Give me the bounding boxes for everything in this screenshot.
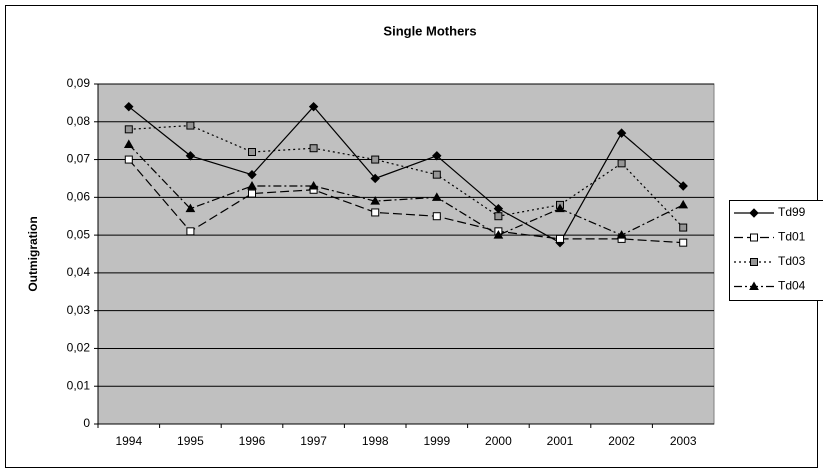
- series-line: [128, 124, 684, 228]
- x-tick-label: 2000: [485, 434, 512, 448]
- point: [247, 169, 257, 180]
- point: [309, 144, 318, 153]
- point: [555, 203, 565, 213]
- y-tick-label: 0,02: [67, 341, 91, 355]
- point: [371, 155, 380, 164]
- legend-marker: [749, 281, 759, 290]
- x-tick-label: 1997: [300, 434, 327, 448]
- point: [308, 101, 319, 112]
- point: [616, 230, 627, 239]
- point: [124, 101, 134, 112]
- point: [431, 192, 442, 201]
- point: [556, 234, 564, 243]
- x-tick-label: 1999: [423, 434, 450, 448]
- point: [432, 151, 442, 161]
- legend-label: Td01: [778, 230, 806, 244]
- chart-title: Single Mothers: [383, 23, 476, 38]
- series-line: [128, 144, 684, 236]
- point: [494, 212, 503, 221]
- y-tick-label: 0,09: [67, 76, 91, 90]
- point: [185, 203, 196, 213]
- x-tick-label: 1995: [177, 434, 204, 448]
- point: [432, 170, 441, 179]
- point: [124, 155, 133, 164]
- y-tick-label: 0,03: [67, 303, 91, 317]
- legend-marker: [749, 208, 759, 218]
- point: [617, 159, 626, 168]
- point: [371, 208, 380, 217]
- point: [679, 238, 688, 247]
- point: [248, 148, 256, 156]
- point: [493, 230, 504, 239]
- point: [185, 151, 196, 161]
- legend-marker: [750, 233, 758, 242]
- y-tick-label: 0,04: [67, 265, 91, 279]
- series-line: [128, 159, 684, 244]
- point: [186, 121, 195, 130]
- point: [123, 139, 134, 148]
- y-tick-label: 0,07: [67, 152, 91, 166]
- y-tick-label: 0,06: [67, 190, 91, 204]
- y-axis-label: Outmigration: [26, 216, 40, 291]
- point: [248, 189, 256, 198]
- series-line: [128, 105, 684, 244]
- legend-label: Td04: [778, 279, 806, 293]
- legend-label: Td99: [778, 205, 806, 219]
- point: [432, 212, 441, 221]
- point: [678, 199, 689, 209]
- y-tick-label: 0,01: [67, 378, 91, 392]
- point: [678, 181, 688, 191]
- point: [370, 173, 380, 184]
- plot-area: [97, 83, 715, 425]
- legend-marker: [750, 258, 758, 266]
- y-tick-label: 0: [83, 416, 90, 430]
- x-tick-label: 2002: [608, 434, 635, 448]
- legend-label: Td03: [778, 254, 806, 268]
- point: [186, 227, 195, 236]
- x-tick-label: 1998: [362, 434, 389, 448]
- y-tick-label: 0,05: [67, 227, 91, 241]
- y-tick-label: 0,08: [67, 114, 91, 128]
- legend-box: [729, 200, 823, 301]
- point: [124, 125, 133, 134]
- x-tick-label: 2003: [670, 434, 697, 448]
- point: [247, 180, 257, 190]
- point: [679, 223, 688, 232]
- point: [616, 128, 627, 138]
- x-tick-label: 1996: [239, 434, 266, 448]
- point: [308, 180, 319, 190]
- x-tick-label: 1994: [115, 434, 142, 448]
- point: [370, 196, 381, 205]
- x-tick-label: 2001: [547, 434, 574, 448]
